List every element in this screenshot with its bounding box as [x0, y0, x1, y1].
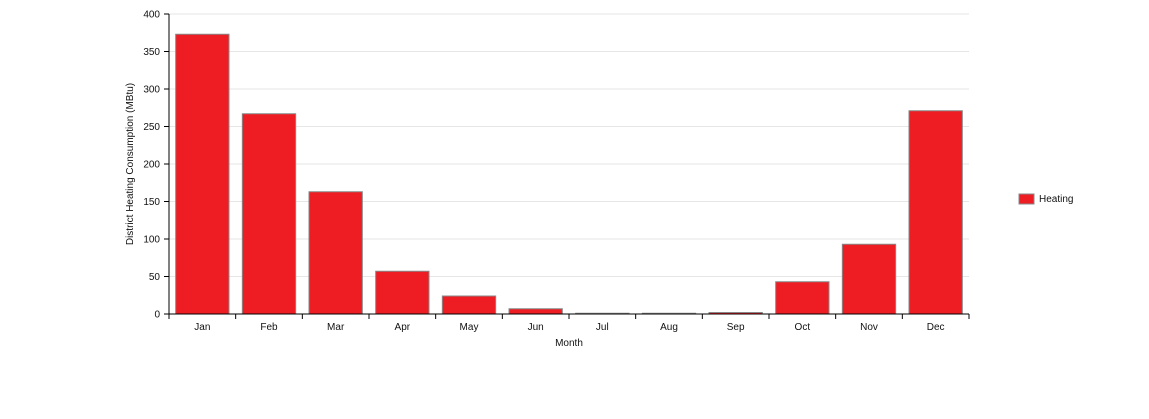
y-axis-ticks: 0 50 100 150 200 250 300 350 400 — [143, 10, 169, 321]
x-tick-label: Feb — [260, 322, 278, 333]
x-tick-label: May — [460, 322, 479, 333]
y-tick-label: 100 — [143, 235, 160, 246]
bar-jan — [175, 33, 230, 315]
y-axis-title: District Heating Consumption (MBtu) — [125, 83, 136, 245]
legend-label-heating: Heating — [1039, 194, 1073, 205]
legend-swatch-heating — [1018, 193, 1035, 205]
x-axis-title: Month — [555, 338, 583, 349]
bar-feb — [241, 113, 297, 315]
x-tick-label: Jul — [596, 322, 609, 333]
bar-nov — [841, 243, 897, 315]
y-tick-label: 250 — [143, 122, 160, 133]
y-tick-label: 50 — [149, 272, 161, 283]
x-tick-label: Aug — [660, 322, 678, 333]
gridlines — [169, 13, 969, 277]
bar-apr — [375, 270, 430, 315]
x-tick-label: Oct — [795, 322, 811, 333]
y-tick-label: 200 — [143, 160, 160, 171]
y-tick-label: 350 — [143, 47, 160, 58]
bar-jun — [508, 308, 563, 315]
y-tick-label: 0 — [154, 310, 160, 321]
bar-mar — [308, 191, 363, 315]
x-tick-label: Sep — [727, 322, 745, 333]
bars — [175, 33, 963, 315]
y-tick-label: 150 — [143, 197, 160, 208]
x-tick-label: Nov — [860, 322, 878, 333]
x-axis-ticks: Jan Feb Mar Apr May Jun Jul Aug Sep Oct Nov Dec — [168, 314, 970, 333]
x-tick-label: Jan — [194, 322, 210, 333]
x-tick-label: Mar — [327, 322, 345, 333]
y-tick-label: 400 — [143, 10, 160, 21]
legend: Heating — [1018, 193, 1073, 205]
y-tick-label: 300 — [143, 85, 160, 96]
x-tick-label: Jun — [528, 322, 544, 333]
bar-dec — [908, 110, 963, 315]
bar-oct — [775, 281, 830, 315]
x-tick-label: Dec — [927, 322, 945, 333]
bar-may — [441, 295, 497, 315]
x-tick-label: Apr — [395, 322, 411, 333]
